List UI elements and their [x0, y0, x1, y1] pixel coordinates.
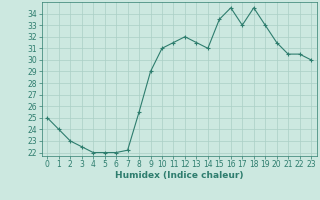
X-axis label: Humidex (Indice chaleur): Humidex (Indice chaleur)	[115, 171, 244, 180]
